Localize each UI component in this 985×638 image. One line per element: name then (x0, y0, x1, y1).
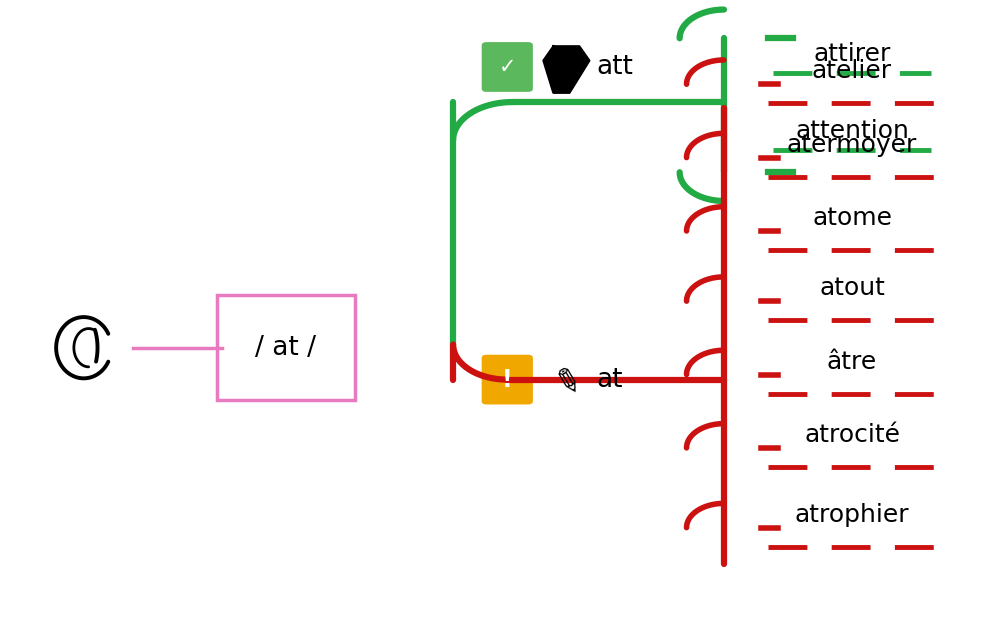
FancyBboxPatch shape (217, 295, 355, 401)
Text: atermoyer: atermoyer (787, 133, 917, 157)
Text: atome: atome (812, 206, 892, 230)
Text: ✎: ✎ (549, 50, 584, 90)
FancyBboxPatch shape (482, 355, 533, 404)
Text: ✓: ✓ (498, 57, 516, 77)
Text: !: ! (502, 367, 512, 392)
Text: atrocité: atrocité (804, 423, 900, 447)
Polygon shape (544, 47, 589, 93)
Text: âtre: âtre (826, 350, 878, 374)
Text: at: at (596, 367, 623, 392)
Text: att: att (596, 54, 632, 80)
Text: atrophier: atrophier (795, 503, 909, 527)
FancyBboxPatch shape (482, 42, 533, 92)
Text: atout: atout (820, 276, 885, 300)
Text: atelier: atelier (812, 59, 892, 84)
Text: / at /: / at / (255, 335, 316, 360)
Text: ✎: ✎ (549, 363, 584, 403)
Text: attention: attention (795, 119, 909, 143)
Text: attirer: attirer (814, 42, 890, 66)
